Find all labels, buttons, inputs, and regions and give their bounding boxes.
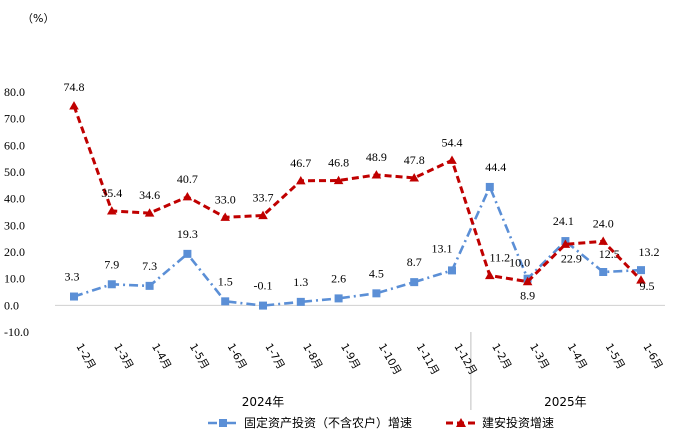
series-line-fixed-asset bbox=[73, 183, 642, 307]
data-point-marker bbox=[409, 173, 419, 182]
data-label: 22.9 bbox=[561, 251, 582, 265]
y-tick-label: 50.0 bbox=[4, 165, 25, 179]
data-label: 35.4 bbox=[101, 186, 122, 200]
x-tick-label: 1-2月 bbox=[489, 342, 513, 372]
x-tick-label: 1-3月 bbox=[111, 342, 135, 372]
y-tick-label: -10.0 bbox=[4, 325, 29, 339]
data-label: 9.5 bbox=[640, 279, 655, 293]
x-tick-label: 1-6月 bbox=[640, 342, 664, 372]
y-tick-label: 0.0 bbox=[4, 298, 19, 312]
data-point-marker bbox=[70, 292, 78, 301]
data-label: 8.9 bbox=[520, 289, 535, 303]
data-point-marker bbox=[107, 206, 117, 215]
x-tick-label: 1-2月 bbox=[73, 342, 97, 372]
data-point-marker bbox=[182, 192, 193, 201]
x-tick-label: 1-3月 bbox=[527, 342, 551, 372]
data-label: 4.5 bbox=[369, 266, 384, 280]
data-point-marker bbox=[485, 182, 494, 191]
data-point-marker bbox=[258, 210, 268, 220]
y-tick-label: 20.0 bbox=[4, 245, 25, 259]
legend-square-marker bbox=[219, 419, 227, 427]
data-point-marker bbox=[485, 270, 495, 280]
x-tick-label: 1-7月 bbox=[262, 342, 286, 372]
data-label: 24.0 bbox=[593, 216, 614, 230]
data-label: 74.8 bbox=[64, 80, 85, 94]
legend-label: 固定资产投资（不含农户）增速 bbox=[244, 415, 412, 430]
data-label: 40.7 bbox=[177, 172, 198, 186]
data-label: 3.3 bbox=[65, 270, 80, 284]
data-point-marker bbox=[637, 266, 645, 275]
data-label: -0.1 bbox=[254, 279, 273, 293]
data-point-marker bbox=[560, 239, 571, 248]
x-tick-label: 1-5月 bbox=[187, 342, 211, 372]
data-label: 33.7 bbox=[253, 190, 274, 204]
year-group-label: 2024年 bbox=[242, 395, 285, 409]
data-point-marker bbox=[372, 289, 381, 298]
data-point-marker bbox=[220, 212, 230, 221]
data-label: 1.3 bbox=[293, 275, 308, 289]
data-point-marker bbox=[69, 101, 79, 110]
data-point-marker bbox=[259, 301, 267, 310]
y-tick-label: 30.0 bbox=[4, 218, 25, 232]
data-label: 11.2 bbox=[490, 250, 511, 264]
x-tick-label: 1-4月 bbox=[565, 342, 589, 372]
data-label: 24.1 bbox=[553, 214, 574, 228]
y-tick-label: 40.0 bbox=[4, 192, 25, 206]
legend-triangle-marker bbox=[456, 418, 466, 427]
data-point-marker bbox=[371, 170, 382, 179]
data-label: 13.2 bbox=[639, 245, 660, 259]
y-tick-label: 70.0 bbox=[4, 112, 25, 126]
data-point-marker bbox=[410, 278, 419, 287]
data-label: 2.6 bbox=[331, 271, 346, 285]
y-tick-label: 10.0 bbox=[4, 272, 25, 286]
data-point-marker bbox=[107, 280, 116, 289]
data-label: 46.7 bbox=[290, 156, 311, 170]
data-label: 1.5 bbox=[218, 274, 233, 288]
data-label: 46.8 bbox=[328, 156, 349, 170]
x-tick-label: 1-10月 bbox=[376, 342, 404, 378]
x-tick-label: 1-12月 bbox=[451, 342, 479, 378]
data-point-marker bbox=[296, 297, 305, 306]
x-tick-label: 1-6月 bbox=[225, 342, 249, 372]
data-label: 12.5 bbox=[599, 247, 620, 261]
data-point-marker bbox=[522, 276, 533, 286]
year-group-label: 2025年 bbox=[544, 395, 587, 409]
data-point-marker bbox=[296, 176, 306, 185]
x-tick-label: 1-9月 bbox=[338, 342, 362, 372]
data-label: 34.6 bbox=[139, 188, 160, 202]
data-point-marker bbox=[333, 175, 344, 185]
legend-label: 建安投资增速 bbox=[482, 415, 554, 430]
data-label: 47.8 bbox=[404, 153, 425, 167]
y-tick-label: 60.0 bbox=[4, 138, 25, 152]
x-tick-label: 1-8月 bbox=[300, 342, 324, 372]
data-label: 44.4 bbox=[485, 160, 506, 174]
data-point-marker bbox=[145, 281, 154, 290]
x-tick-label: 1-5月 bbox=[603, 342, 627, 372]
data-point-marker bbox=[183, 249, 192, 258]
data-label: 54.4 bbox=[442, 135, 463, 149]
x-tick-label: 1-4月 bbox=[149, 342, 173, 372]
data-label: 33.0 bbox=[215, 192, 236, 206]
data-point-marker bbox=[221, 297, 230, 306]
data-point-marker bbox=[447, 155, 457, 164]
data-label: 8.7 bbox=[407, 255, 422, 269]
data-label: 7.9 bbox=[104, 257, 119, 271]
data-point-marker bbox=[448, 266, 456, 275]
data-point-marker bbox=[636, 275, 646, 284]
data-point-marker bbox=[144, 208, 155, 217]
x-tick-label: 1-11月 bbox=[414, 342, 442, 378]
y-tick-label: 80.0 bbox=[4, 85, 25, 99]
data-point-marker bbox=[334, 294, 343, 303]
data-label: 10.0 bbox=[509, 256, 530, 270]
data-label: 19.3 bbox=[177, 227, 198, 241]
data-label: 48.9 bbox=[366, 150, 387, 164]
series-line-construction bbox=[72, 105, 643, 284]
y-unit-label: （%） bbox=[22, 12, 54, 25]
data-point-marker bbox=[599, 268, 608, 276]
data-label: 7.3 bbox=[142, 259, 157, 273]
data-point-marker bbox=[598, 236, 608, 245]
data-label: 13.1 bbox=[432, 241, 453, 255]
